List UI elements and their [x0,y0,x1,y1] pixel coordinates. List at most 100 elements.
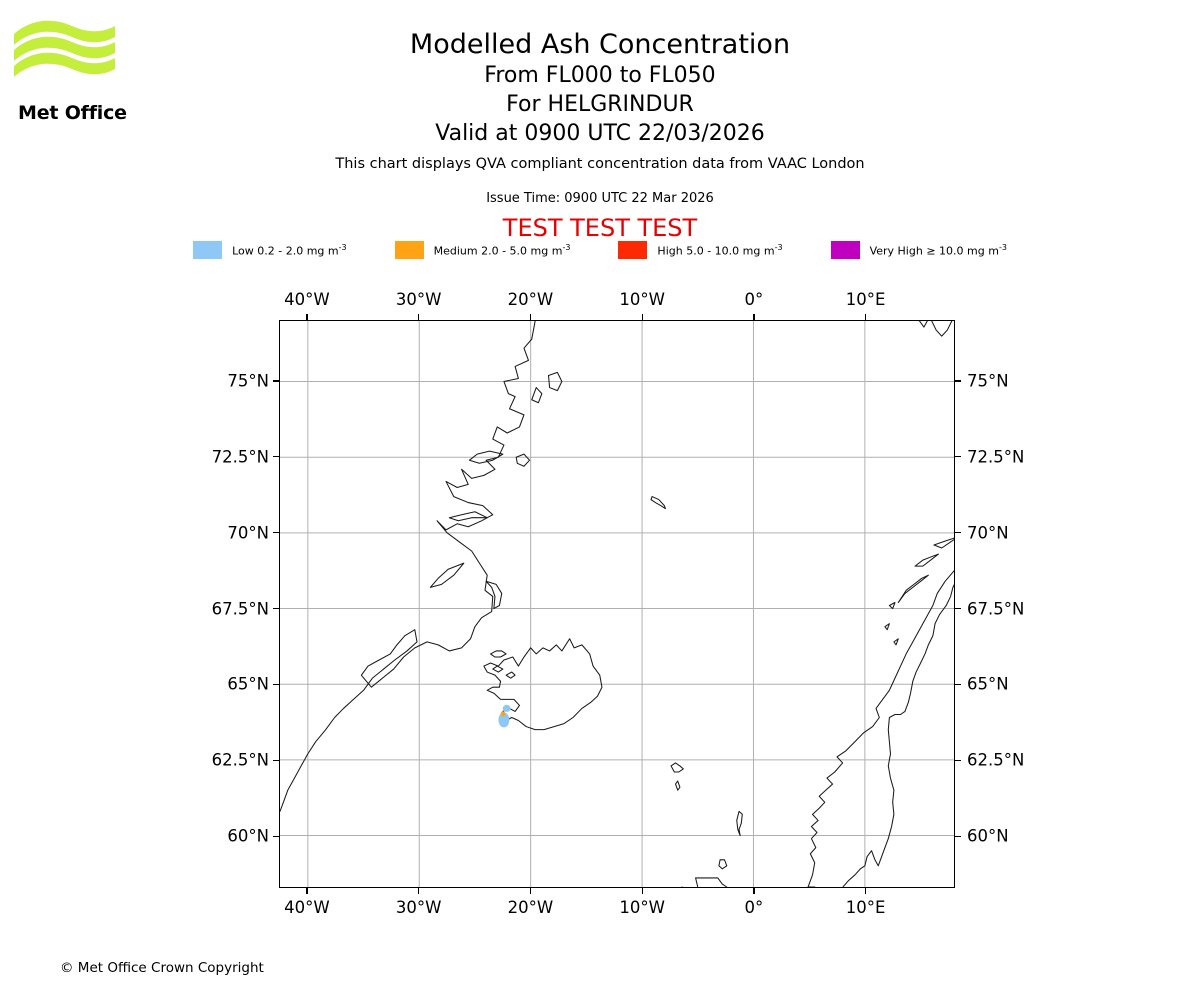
lat-tick-left-75°N: 75°N [227,371,269,391]
met-office-logo: Met Office [12,20,212,123]
axis-tick-mark [865,888,867,894]
map-coastlines [280,321,954,887]
lon-tick-top-0°: 0° [744,290,764,309]
axis-tick-mark [865,314,867,320]
coastline-path [547,371,563,392]
ash-contour-medium [500,711,506,717]
page-title: Modelled Ash Concentration [409,29,791,60]
legend-label-medium: Medium 2.0 - 5.0 mg m-3 [434,243,571,258]
title-block: Modelled Ash Concentration From FL000 to… [0,28,1200,148]
axis-tick-mark [955,835,961,838]
lon-tick-top-30°W: 30°W [395,290,442,309]
copyright-notice: © Met Office Crown Copyright [60,960,264,976]
axis-tick-mark [955,683,961,686]
legend-label-low: Low 0.2 - 2.0 mg m-3 [232,243,347,258]
legend-range-medium: 2.0 - 5.0 mg m [481,244,563,258]
legend-exponent-high: -3 [774,242,783,252]
lat-tick-left-62.5°N: 62.5°N [211,750,269,770]
axis-tick-mark [641,314,643,320]
legend-label-high: High 5.0 - 10.0 mg m-3 [657,243,782,258]
axis-tick-mark [273,456,279,458]
coastline-path [429,562,465,588]
coastline-path [884,623,890,631]
test-banner: TEST TEST TEST [502,214,698,242]
coastline-path [736,810,743,837]
lon-tick-bottom-30°W: 30°W [395,898,442,917]
legend-level-medium: Medium [433,244,478,258]
legend-level-high: High [657,244,683,258]
coastline-path [931,321,953,337]
axis-tick-mark [273,683,279,686]
axis-tick-mark [641,888,643,894]
coastline-path [675,780,681,791]
axis-tick-mark [955,380,961,382]
legend-swatch-low [193,241,223,259]
volcano-name: For HELGRINDUR [506,92,694,117]
lat-tick-right-62.5°N: 62.5°N [967,750,1025,770]
coastline-path [897,574,929,604]
lon-tick-bottom-10°E: 10°E [845,898,886,917]
concentration-legend: Low 0.2 - 2.0 mg m-3 Medium 2.0 - 5.0 mg… [0,241,1200,259]
issue-time: Issue Time: 0900 UTC 22 Mar 2026 [486,191,714,206]
lon-tick-top-10°E: 10°E [845,290,886,309]
coastline-path [490,650,507,658]
axis-tick-mark [418,314,420,320]
qva-note: This chart displays QVA compliant concen… [335,156,865,172]
map-canvas [280,321,954,887]
legend-level-low: Low [232,244,254,258]
lon-tick-top-10°W: 10°W [619,290,665,309]
legend-item-very-high: Very High ≥ 10.0 mg m-3 [830,241,1007,259]
lat-tick-right-75°N: 75°N [967,371,1009,391]
lat-tick-right-72.5°N: 72.5°N [967,447,1025,467]
axis-tick-mark [418,888,420,894]
coastline-path [918,321,928,328]
legend-range-very-high: ≥ 10.0 mg m [926,244,999,258]
lat-tick-right-65°N: 65°N [967,674,1009,694]
coastline-path [807,583,954,887]
map-plot-area[interactable] [279,320,955,888]
legend-item-low: Low 0.2 - 2.0 mg m-3 [193,241,347,259]
legend-range-high: 5.0 - 10.0 mg m [686,244,775,258]
lat-tick-left-70°N: 70°N [227,523,269,543]
axis-tick-mark [753,888,755,894]
lat-tick-left-65°N: 65°N [227,674,269,694]
legend-swatch-medium [394,241,424,259]
coastline-path [650,496,666,510]
coastline-path [515,453,531,467]
coastline-path [888,601,896,610]
axis-tick-mark [273,608,279,610]
coastline-path [492,665,504,673]
lon-tick-bottom-40°W: 40°W [284,898,330,917]
lat-tick-right-60°N: 60°N [967,826,1009,846]
coastline-path [933,537,954,549]
coastline-path [483,638,603,731]
legend-exponent-low: -3 [338,242,347,252]
coastline-path [485,580,503,610]
legend-swatch-very-high [830,241,860,259]
lat-tick-right-70°N: 70°N [967,523,1009,543]
coastline-path [531,387,543,404]
coastline-path [505,671,516,679]
coastline-path [280,321,536,812]
coastline-path [914,553,939,567]
axis-tick-mark [273,380,279,382]
lon-tick-top-40°W: 40°W [284,290,330,309]
lat-tick-left-60°N: 60°N [227,826,269,846]
lat-tick-left-67.5°N: 67.5°N [211,599,269,619]
axis-tick-mark [273,835,279,838]
coastline-path [807,570,954,887]
ash-contour-low [502,704,511,712]
coastline-path [670,762,684,773]
legend-item-medium: Medium 2.0 - 5.0 mg m-3 [394,241,571,259]
lat-tick-right-67.5°N: 67.5°N [967,599,1025,619]
logo-text: Met Office [18,102,127,124]
legend-exponent-medium: -3 [562,242,571,252]
axis-tick-mark [306,888,308,894]
coastline-path [448,511,488,522]
ash-plume-overlay [498,704,511,728]
axis-tick-mark [955,608,961,610]
lon-tick-bottom-10°W: 10°W [619,898,665,917]
axis-tick-mark [753,314,755,320]
coastline-path [695,877,728,887]
